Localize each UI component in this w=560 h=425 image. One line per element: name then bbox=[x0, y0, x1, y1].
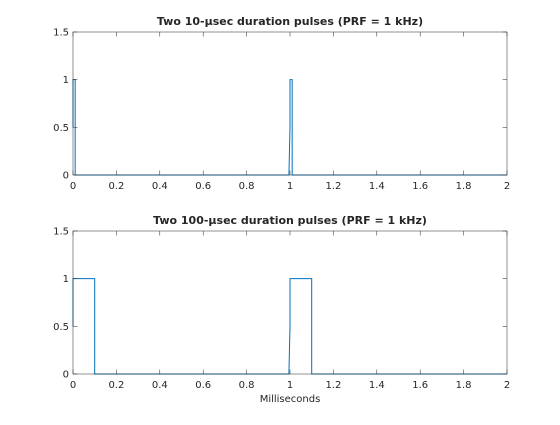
x-tick-label: 0.2 bbox=[108, 181, 124, 192]
y-tick-label: 0.5 bbox=[53, 123, 69, 134]
axes-1: 0 0.2 0.4 0.6 0.8 1 1.2 1.4 1.6 1.8 2 0 0.5 1 1.5 Two 1… bbox=[53, 15, 510, 192]
x-tick-label: 0.4 bbox=[152, 380, 168, 391]
x-tick-label: 1 bbox=[287, 181, 293, 192]
x-tick-label: 0 bbox=[70, 380, 76, 391]
y-tick-label: 0 bbox=[63, 171, 69, 182]
x-tick-label: 0.4 bbox=[152, 181, 168, 192]
y-tick-label: 0.5 bbox=[53, 322, 69, 333]
x-tick-label: 0 bbox=[70, 181, 76, 192]
x-tick-label: 1.8 bbox=[456, 181, 472, 192]
x-tick-label: 1 bbox=[287, 380, 293, 391]
x-tick-label: 1.6 bbox=[412, 380, 428, 391]
x-tick-label: 1.4 bbox=[369, 181, 385, 192]
series-line-1 bbox=[72, 278, 507, 375]
x-tick-label: 1.2 bbox=[325, 380, 341, 391]
x-tick-label: 0.2 bbox=[108, 380, 124, 391]
x-tick-label: 1.2 bbox=[325, 181, 341, 192]
chart-title: Two 100-μsec duration pulses (PRF = 1 kH… bbox=[153, 214, 427, 227]
y-tick-label: 1.5 bbox=[53, 227, 69, 238]
x-tick-label: 0.6 bbox=[195, 380, 211, 391]
x-tick-label: 0.8 bbox=[239, 181, 255, 192]
x-tick-label: 0.8 bbox=[239, 380, 255, 391]
series-line-1 bbox=[72, 79, 507, 176]
y-tick-label: 1 bbox=[63, 75, 69, 86]
x-tick-label: 2 bbox=[504, 181, 510, 192]
y-tick-label: 0 bbox=[63, 370, 69, 381]
y-tick-label: 1 bbox=[63, 274, 69, 285]
x-tick-label: 1.6 bbox=[412, 181, 428, 192]
y-tick-label: 1.5 bbox=[53, 28, 69, 39]
x-tick-label: 2 bbox=[504, 380, 510, 391]
x-tick-label: 0.6 bbox=[195, 181, 211, 192]
x-tick-label: 1.8 bbox=[456, 380, 472, 391]
x-axis-label: Milliseconds bbox=[260, 394, 321, 405]
axes-2: 0 0.2 0.4 0.6 0.8 1 1.2 1.4 1.6 1.8 2 0 0.5 1 1.5 Two 1… bbox=[53, 214, 510, 405]
x-tick-label: 1.4 bbox=[369, 380, 385, 391]
chart-title: Two 10-μsec duration pulses (PRF = 1 kHz… bbox=[157, 15, 423, 28]
